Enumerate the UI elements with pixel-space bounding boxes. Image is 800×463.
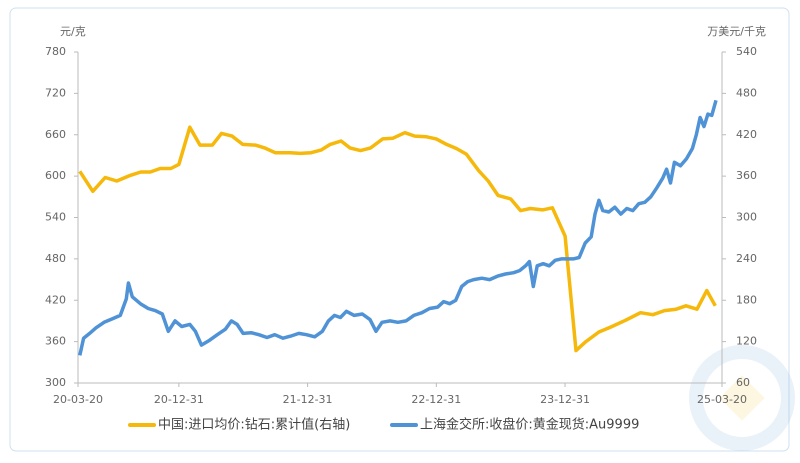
y2-tick-label: 480 [736, 86, 757, 99]
y2-tick-label: 540 [736, 45, 757, 58]
y2-tick-label: 60 [736, 376, 750, 389]
y-tick-label: 480 [45, 252, 66, 265]
y2-tick-label: 360 [736, 169, 757, 182]
y2-tick-label: 180 [736, 293, 757, 306]
y2-tick-label: 240 [736, 252, 757, 265]
y-tick-label: 420 [45, 293, 66, 306]
y-tick-label: 600 [45, 169, 66, 182]
y-tick-label: 720 [45, 86, 66, 99]
y-tick-label: 660 [45, 128, 66, 141]
x-tick-label: 20-12-31 [154, 393, 204, 406]
legend: 中国:进口均价:钻石:累计值(右轴) 上海金交所:收盘价:黄金现货:Au9999 [128, 417, 639, 433]
series-line [78, 125, 717, 353]
x-tick-label: 25-03-20 [697, 393, 747, 406]
y-tick-label: 360 [45, 335, 66, 348]
y-tick-label: 300 [45, 376, 66, 389]
y-unit: 元/克 [60, 25, 86, 38]
panel [9, 7, 790, 452]
series-line [78, 99, 718, 356]
y2-unit: 万美元/千克 [707, 25, 766, 38]
x-tick-label: 21-12-31 [283, 393, 333, 406]
x-tick-label: 22-12-31 [411, 393, 461, 406]
x-tick-label: 20-03-20 [53, 393, 103, 406]
legend-label: 中国:进口均价:钻石:累计值(右轴) [158, 417, 350, 433]
y2-tick-label: 300 [736, 211, 757, 224]
y-tick-label: 540 [45, 211, 66, 224]
x-tick-label: 23-12-31 [540, 393, 590, 406]
y2-tick-label: 120 [736, 335, 757, 348]
y-tick-label: 780 [45, 45, 66, 58]
legend-label: 上海金交所:收盘价:黄金现货:Au9999 [420, 417, 639, 433]
y2-tick-label: 420 [736, 128, 757, 141]
